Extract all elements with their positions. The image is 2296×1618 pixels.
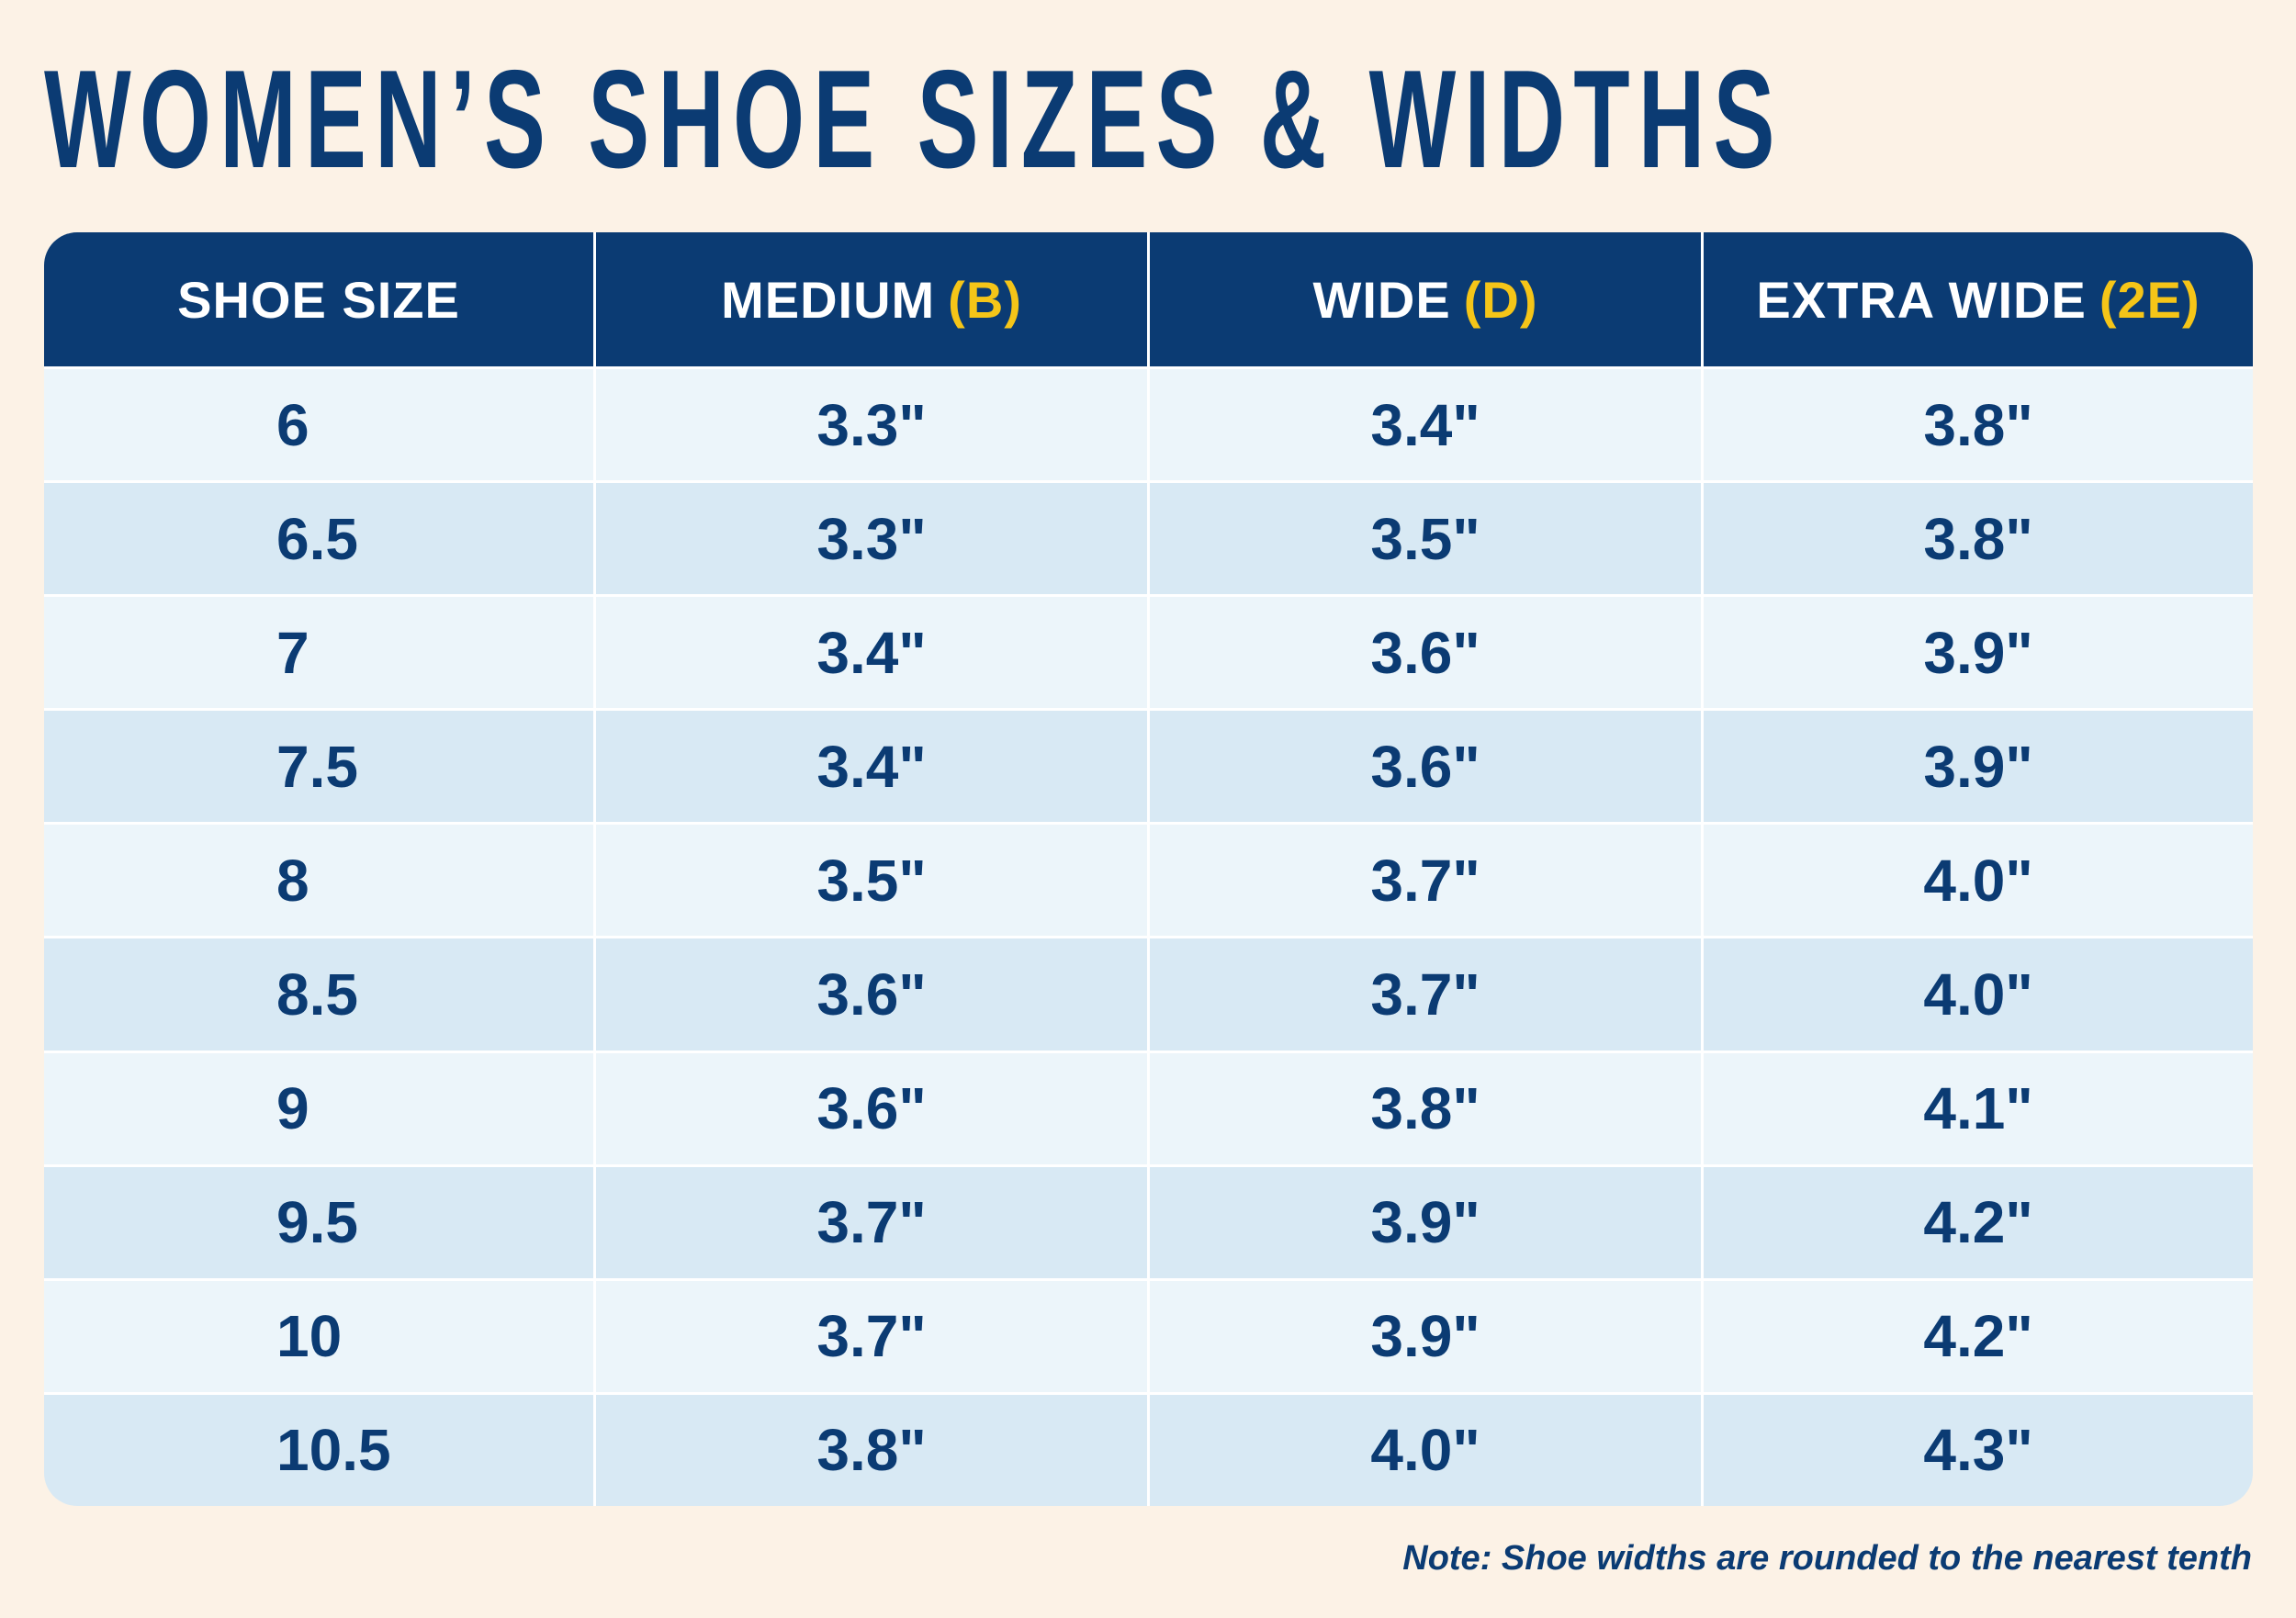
shoe-size-table: SHOE SIZE MEDIUM (B) WIDE (D) EXTRA WIDE… xyxy=(44,232,2253,1506)
wide-width-cell: 4.0" xyxy=(1147,1394,1701,1506)
table-row: 10.5 3.8" 4.0" 4.3" xyxy=(44,1391,2253,1506)
table-row: 8 3.5" 3.7" 4.0" xyxy=(44,822,2253,937)
table-row: 8.5 3.6" 3.7" 4.0" xyxy=(44,936,2253,1051)
medium-width-cell: 3.4" xyxy=(593,711,1147,823)
shoe-size-cell: 10.5 xyxy=(276,1417,391,1484)
wide-width-cell: 3.7" xyxy=(1147,825,1701,937)
header-shoe-size: SHOE SIZE xyxy=(44,232,593,366)
header-medium: MEDIUM (B) xyxy=(593,232,1147,366)
table-row: 9.5 3.7" 3.9" 4.2" xyxy=(44,1163,2253,1278)
wide-width-cell: 3.4" xyxy=(1147,369,1701,481)
table-row: 9 3.6" 3.8" 4.1" xyxy=(44,1050,2253,1164)
medium-width-cell: 3.8" xyxy=(593,1394,1147,1506)
wide-width-cell: 3.6" xyxy=(1147,711,1701,823)
header-extra-wide: EXTRA WIDE (2E) xyxy=(1701,232,2253,366)
shoe-size-cell: 7 xyxy=(276,619,310,686)
extra-wide-width-cell: 3.8" xyxy=(1701,369,2253,481)
extra-wide-width-cell: 4.1" xyxy=(1701,1052,2253,1164)
medium-width-cell: 3.3" xyxy=(593,369,1147,481)
medium-width-cell: 3.5" xyxy=(593,825,1147,937)
medium-width-cell: 3.7" xyxy=(593,1280,1147,1392)
extra-wide-width-cell: 4.2" xyxy=(1701,1280,2253,1392)
table-row: 7 3.4" 3.6" 3.9" xyxy=(44,594,2253,709)
shoe-size-cell: 6.5 xyxy=(276,505,358,572)
shoe-size-cell: 10 xyxy=(276,1303,343,1370)
rounding-note: Note: Shoe widths are rounded to the nea… xyxy=(1402,1539,2252,1578)
wide-width-cell: 3.8" xyxy=(1147,1052,1701,1164)
header-label: WIDE xyxy=(1312,270,1451,329)
shoe-size-cell: 8.5 xyxy=(276,961,358,1028)
wide-width-cell: 3.7" xyxy=(1147,938,1701,1051)
table-row: 7.5 3.4" 3.6" 3.9" xyxy=(44,708,2253,823)
page-title: WOMEN’S SHOE SIZES & WIDTHS xyxy=(44,41,1784,197)
shoe-size-cell: 8 xyxy=(276,847,310,914)
header-width-code: (D) xyxy=(1463,270,1538,329)
extra-wide-width-cell: 3.9" xyxy=(1701,711,2253,823)
shoe-size-cell: 6 xyxy=(276,391,310,458)
header-width-code: (2E) xyxy=(2099,270,2200,329)
shoe-size-cell: 7.5 xyxy=(276,733,358,800)
medium-width-cell: 3.7" xyxy=(593,1166,1147,1278)
header-wide: WIDE (D) xyxy=(1147,232,1701,366)
header-label: SHOE SIZE xyxy=(177,270,460,329)
medium-width-cell: 3.4" xyxy=(593,597,1147,709)
extra-wide-width-cell: 4.3" xyxy=(1701,1394,2253,1506)
extra-wide-width-cell: 4.0" xyxy=(1701,825,2253,937)
shoe-size-cell: 9.5 xyxy=(276,1189,358,1256)
header-label: MEDIUM xyxy=(721,270,936,329)
medium-width-cell: 3.6" xyxy=(593,938,1147,1051)
table-row: 6.5 3.3" 3.5" 3.8" xyxy=(44,480,2253,595)
medium-width-cell: 3.6" xyxy=(593,1052,1147,1164)
header-label: EXTRA WIDE xyxy=(1756,270,2087,329)
table-row: 6 3.3" 3.4" 3.8" xyxy=(44,366,2253,481)
extra-wide-width-cell: 4.2" xyxy=(1701,1166,2253,1278)
medium-width-cell: 3.3" xyxy=(593,483,1147,595)
extra-wide-width-cell: 3.8" xyxy=(1701,483,2253,595)
table-row: 10 3.7" 3.9" 4.2" xyxy=(44,1277,2253,1392)
extra-wide-width-cell: 3.9" xyxy=(1701,597,2253,709)
shoe-size-cell: 9 xyxy=(276,1075,310,1142)
header-width-code: (B) xyxy=(948,270,1022,329)
table-body: 6 3.3" 3.4" 3.8" 6.5 3.3" 3.5" 3.8" 7 3.… xyxy=(44,366,2253,1506)
table-header: SHOE SIZE MEDIUM (B) WIDE (D) EXTRA WIDE… xyxy=(44,232,2253,366)
extra-wide-width-cell: 4.0" xyxy=(1701,938,2253,1051)
wide-width-cell: 3.9" xyxy=(1147,1280,1701,1392)
wide-width-cell: 3.6" xyxy=(1147,597,1701,709)
wide-width-cell: 3.5" xyxy=(1147,483,1701,595)
wide-width-cell: 3.9" xyxy=(1147,1166,1701,1278)
